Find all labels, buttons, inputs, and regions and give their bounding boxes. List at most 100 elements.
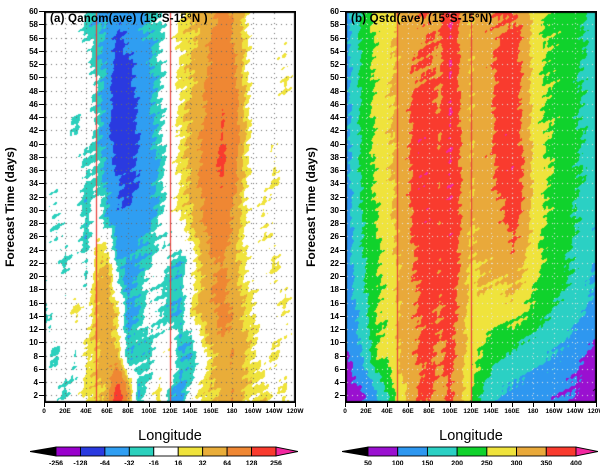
y-axis-tick-label: 56 [330, 34, 339, 43]
x-axis-tick-label: 120W [587, 408, 600, 415]
x-axis-tick-label: 140E [483, 408, 499, 415]
y-axis-tick [340, 144, 345, 145]
y-axis-tick-label: 14 [29, 312, 38, 321]
x-axis-tick-label: 160E [203, 408, 219, 415]
y-axis-tick [340, 130, 345, 131]
y-axis-tick-label: 56 [29, 34, 38, 43]
colorbar-tick-label: 250 [481, 461, 493, 465]
y-axis-tick-label: 44 [29, 113, 38, 122]
y-axis-tick-label: 54 [330, 47, 339, 56]
colorbar-tick-label: 100 [392, 461, 404, 465]
y-axis-tick-label: 34 [330, 179, 339, 188]
x-axis-tick-label: 140E [182, 408, 198, 415]
x-axis-tick [554, 403, 555, 407]
y-axis-tick-label: 40 [29, 140, 38, 149]
y-axis-tick [340, 223, 345, 224]
panel-b-y-axis-label: Forecast Time (days) [304, 147, 318, 267]
y-axis-tick [39, 316, 44, 317]
y-axis-tick-label: 22 [29, 259, 38, 268]
y-axis-tick [39, 369, 44, 370]
colorbar-over-arrow [575, 446, 599, 457]
colorbar-tick-label: 16 [174, 461, 182, 465]
x-axis-tick-label: 160E [504, 408, 520, 415]
y-axis-tick-label: 18 [29, 285, 38, 294]
x-axis-tick [491, 403, 492, 407]
y-axis-tick [39, 104, 44, 105]
y-axis-tick-label: 6 [33, 365, 38, 374]
colorbar-tick-label: 150 [422, 461, 434, 465]
panel-b-title: (b) Qstd(ave) (15°S-15°N) [351, 13, 493, 25]
x-axis-tick [128, 403, 129, 407]
colorbar-band [545, 446, 577, 457]
y-axis-tick [39, 144, 44, 145]
y-axis-tick-label: 42 [29, 126, 38, 135]
colorbar-under-arrow [341, 446, 369, 457]
y-axis-tick-label: 10 [29, 338, 38, 347]
x-axis-tick [366, 403, 367, 407]
y-axis-tick [39, 395, 44, 396]
colorbar-over-arrow [275, 446, 299, 457]
y-axis-tick [39, 210, 44, 211]
x-axis-tick [596, 403, 597, 407]
x-axis-tick-label: 20E [59, 408, 71, 415]
x-axis-tick [253, 403, 254, 407]
colorbar-band [516, 446, 547, 457]
y-axis-tick [39, 356, 44, 357]
y-axis-tick [340, 356, 345, 357]
y-axis-tick [340, 263, 345, 264]
colorbar-tick-label: 200 [451, 461, 463, 465]
colorbar-band [486, 446, 518, 457]
y-axis-tick [39, 329, 44, 330]
y-axis-tick-label: 30 [29, 206, 38, 215]
x-axis-tick-label: 120W [286, 408, 304, 415]
y-axis-tick-label: 24 [29, 246, 38, 255]
x-axis-tick-label: 100E [141, 408, 157, 415]
colorbar-tick-label: 256 [270, 461, 282, 465]
y-axis-tick [39, 303, 44, 304]
y-axis-tick [340, 395, 345, 396]
y-axis-tick-label: 42 [330, 126, 339, 135]
x-axis-tick-label: 160W [545, 408, 563, 415]
x-axis-tick [44, 403, 45, 407]
y-axis-tick-label: 4 [33, 378, 38, 387]
x-axis-tick-label: 140W [265, 408, 283, 415]
panel-a-title: (a) Qanom(ave) (15°S-15°N ) [50, 13, 208, 25]
y-axis-tick [340, 303, 345, 304]
colorbar-band [251, 446, 277, 457]
y-axis-tick [340, 91, 345, 92]
x-axis-tick [170, 403, 171, 407]
x-axis-tick-label: 20E [360, 408, 372, 415]
y-axis-tick-label: 36 [330, 166, 339, 175]
y-axis-tick-label: 2 [334, 391, 339, 400]
colorbar-band [226, 446, 253, 457]
y-axis-tick [340, 11, 345, 12]
y-axis-tick [39, 130, 44, 131]
y-axis-tick [340, 157, 345, 158]
x-axis-tick [190, 403, 191, 407]
y-axis-tick [39, 11, 44, 12]
y-axis-tick [340, 276, 345, 277]
y-axis-tick-label: 12 [330, 325, 339, 334]
y-axis-tick-label: 8 [33, 352, 38, 361]
x-axis-tick [295, 403, 296, 407]
x-axis-tick-label: 160W [244, 408, 262, 415]
x-axis-tick [387, 403, 388, 407]
y-axis-tick-label: 30 [330, 206, 339, 215]
y-axis-tick [39, 183, 44, 184]
colorbar-tick-label: 128 [246, 461, 258, 465]
y-axis-tick-label: 50 [29, 73, 38, 82]
colorbar-band [367, 446, 399, 457]
y-axis-tick-label: 8 [334, 352, 339, 361]
colorbar-band [128, 446, 155, 457]
y-axis-tick [39, 157, 44, 158]
x-axis-tick-label: 80E [423, 408, 435, 415]
y-axis-tick [340, 316, 345, 317]
y-axis-tick [39, 342, 44, 343]
panel-b-heatmap-field [345, 11, 597, 403]
x-axis-tick-label: 40E [80, 408, 92, 415]
y-axis-tick [39, 382, 44, 383]
y-axis-tick [340, 329, 345, 330]
y-axis-tick-label: 36 [29, 166, 38, 175]
y-axis-tick-label: 38 [29, 153, 38, 162]
